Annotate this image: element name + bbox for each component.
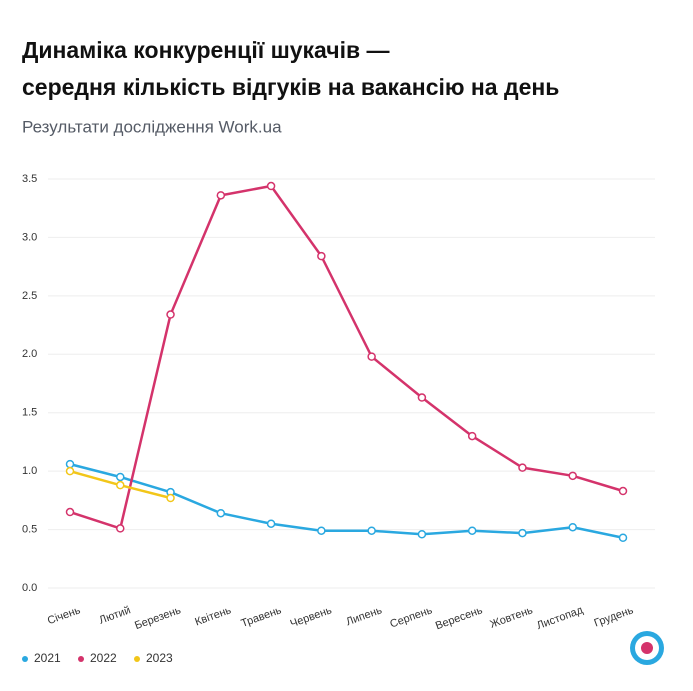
data-point [317, 251, 326, 261]
data-point [116, 480, 125, 490]
x-tick-label: Лютий [98, 604, 133, 626]
data-point [568, 471, 577, 481]
series-line [69, 184, 624, 530]
data-point [266, 181, 276, 191]
legend-label: 2022 [90, 651, 117, 665]
y-tick-label: 2.5 [22, 290, 37, 302]
data-point [618, 533, 628, 543]
x-tick-label: Травень [240, 604, 284, 630]
data-point [618, 486, 628, 496]
y-tick-label: 1.0 [22, 465, 37, 477]
x-tick-label: Квітень [193, 604, 233, 628]
series-line [69, 462, 624, 539]
data-point [367, 352, 376, 361]
data-point [65, 466, 75, 476]
data-point [65, 507, 75, 517]
x-tick-label: Червень [289, 604, 334, 630]
x-tick-label: Листопад [535, 604, 585, 632]
data-point [65, 459, 75, 469]
data-point [216, 191, 226, 200]
legend-marker [134, 656, 140, 662]
chart-title: Динаміка конкуренції шукачів — [22, 37, 390, 63]
chart-title: середня кількість відгуків на вакансію н… [22, 74, 559, 100]
data-point [216, 508, 226, 518]
data-point [266, 519, 276, 528]
y-tick-label: 2.0 [22, 348, 37, 360]
x-tick-label: Жовтень [488, 604, 534, 631]
y-tick-label: 0.5 [22, 523, 37, 535]
data-point [317, 526, 326, 535]
data-point [518, 528, 527, 538]
data-point [116, 472, 125, 482]
chart-subtitle: Результати дослідження Work.ua [22, 117, 282, 136]
data-point [116, 524, 125, 533]
data-point [166, 310, 175, 319]
x-tick-label: Липень [345, 604, 384, 628]
x-tick-label: Вересень [434, 604, 485, 632]
logo [630, 631, 664, 665]
legend-label: 2023 [146, 651, 173, 665]
data-point [467, 431, 477, 441]
x-tick-label: Грудень [593, 604, 636, 629]
data-point [568, 522, 577, 532]
data-point [166, 493, 175, 503]
x-tick-label: Серпень [388, 604, 434, 630]
y-tick-label: 0.0 [22, 582, 37, 594]
data-point [417, 393, 427, 402]
data-point [467, 526, 477, 535]
legend-marker [22, 656, 28, 662]
legend-label: 2021 [34, 651, 61, 665]
x-tick-label: Січень [46, 604, 82, 627]
legend-marker [78, 656, 84, 662]
y-tick-label: 1.5 [22, 407, 37, 419]
data-point [367, 526, 376, 535]
y-tick-label: 3.5 [22, 173, 37, 185]
data-point [518, 463, 527, 472]
x-tick-label: Березень [133, 604, 183, 632]
data-point [417, 529, 427, 539]
y-tick-label: 3.0 [22, 231, 37, 243]
